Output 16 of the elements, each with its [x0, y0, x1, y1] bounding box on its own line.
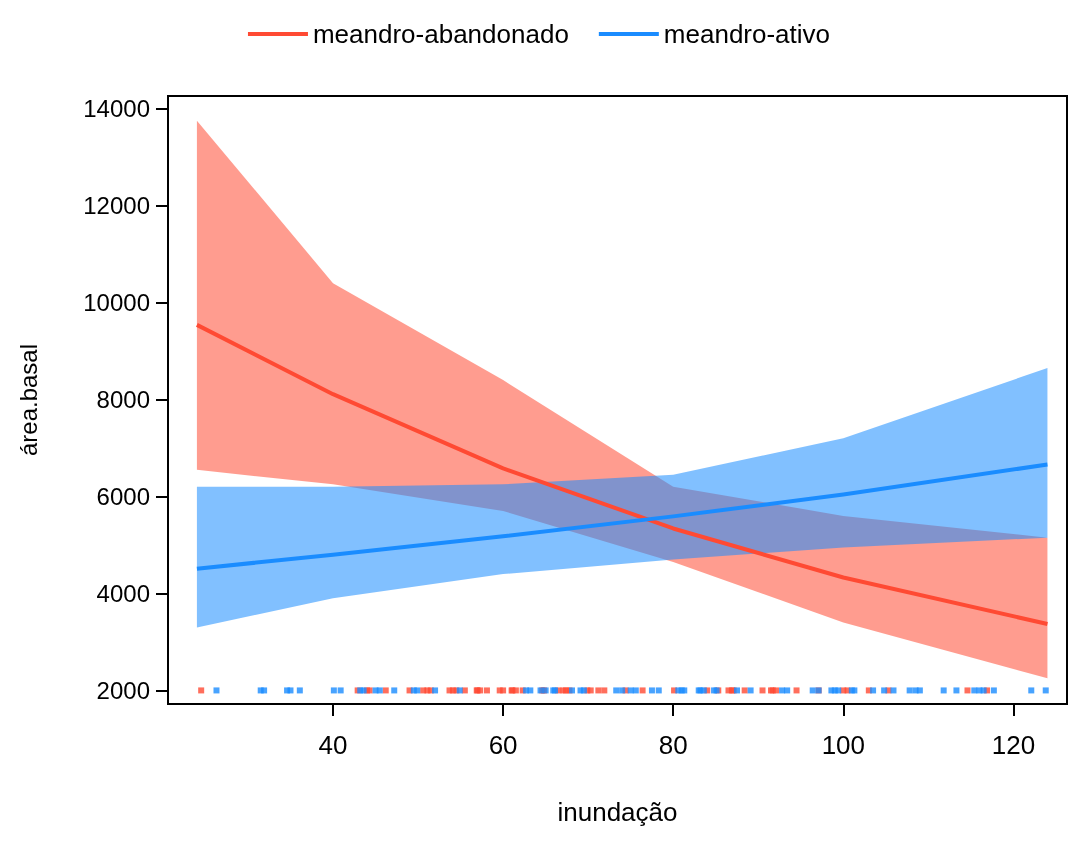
x-axis-title: inundação	[557, 797, 678, 827]
x-tick-label: 80	[658, 730, 688, 760]
y-tick-label: 8000	[96, 386, 150, 414]
y-tick-label: 2000	[96, 676, 150, 704]
x-tick-label: 100	[821, 730, 866, 760]
x-tick-label: 60	[488, 730, 518, 760]
x-tick-label: 40	[318, 730, 348, 760]
y-tick-label: 10000	[83, 289, 150, 317]
legend-label: meandro-abandonado	[312, 19, 569, 49]
y-tick-label: 12000	[83, 192, 150, 220]
legend-label: meandro-ativo	[663, 19, 831, 49]
y-tick-label: 4000	[96, 579, 150, 607]
y-tick-label: 14000	[83, 95, 150, 123]
x-tick-label: 120	[991, 730, 1036, 760]
y-tick-label: 6000	[96, 482, 150, 510]
y-axis-title: área.basal	[14, 343, 42, 457]
